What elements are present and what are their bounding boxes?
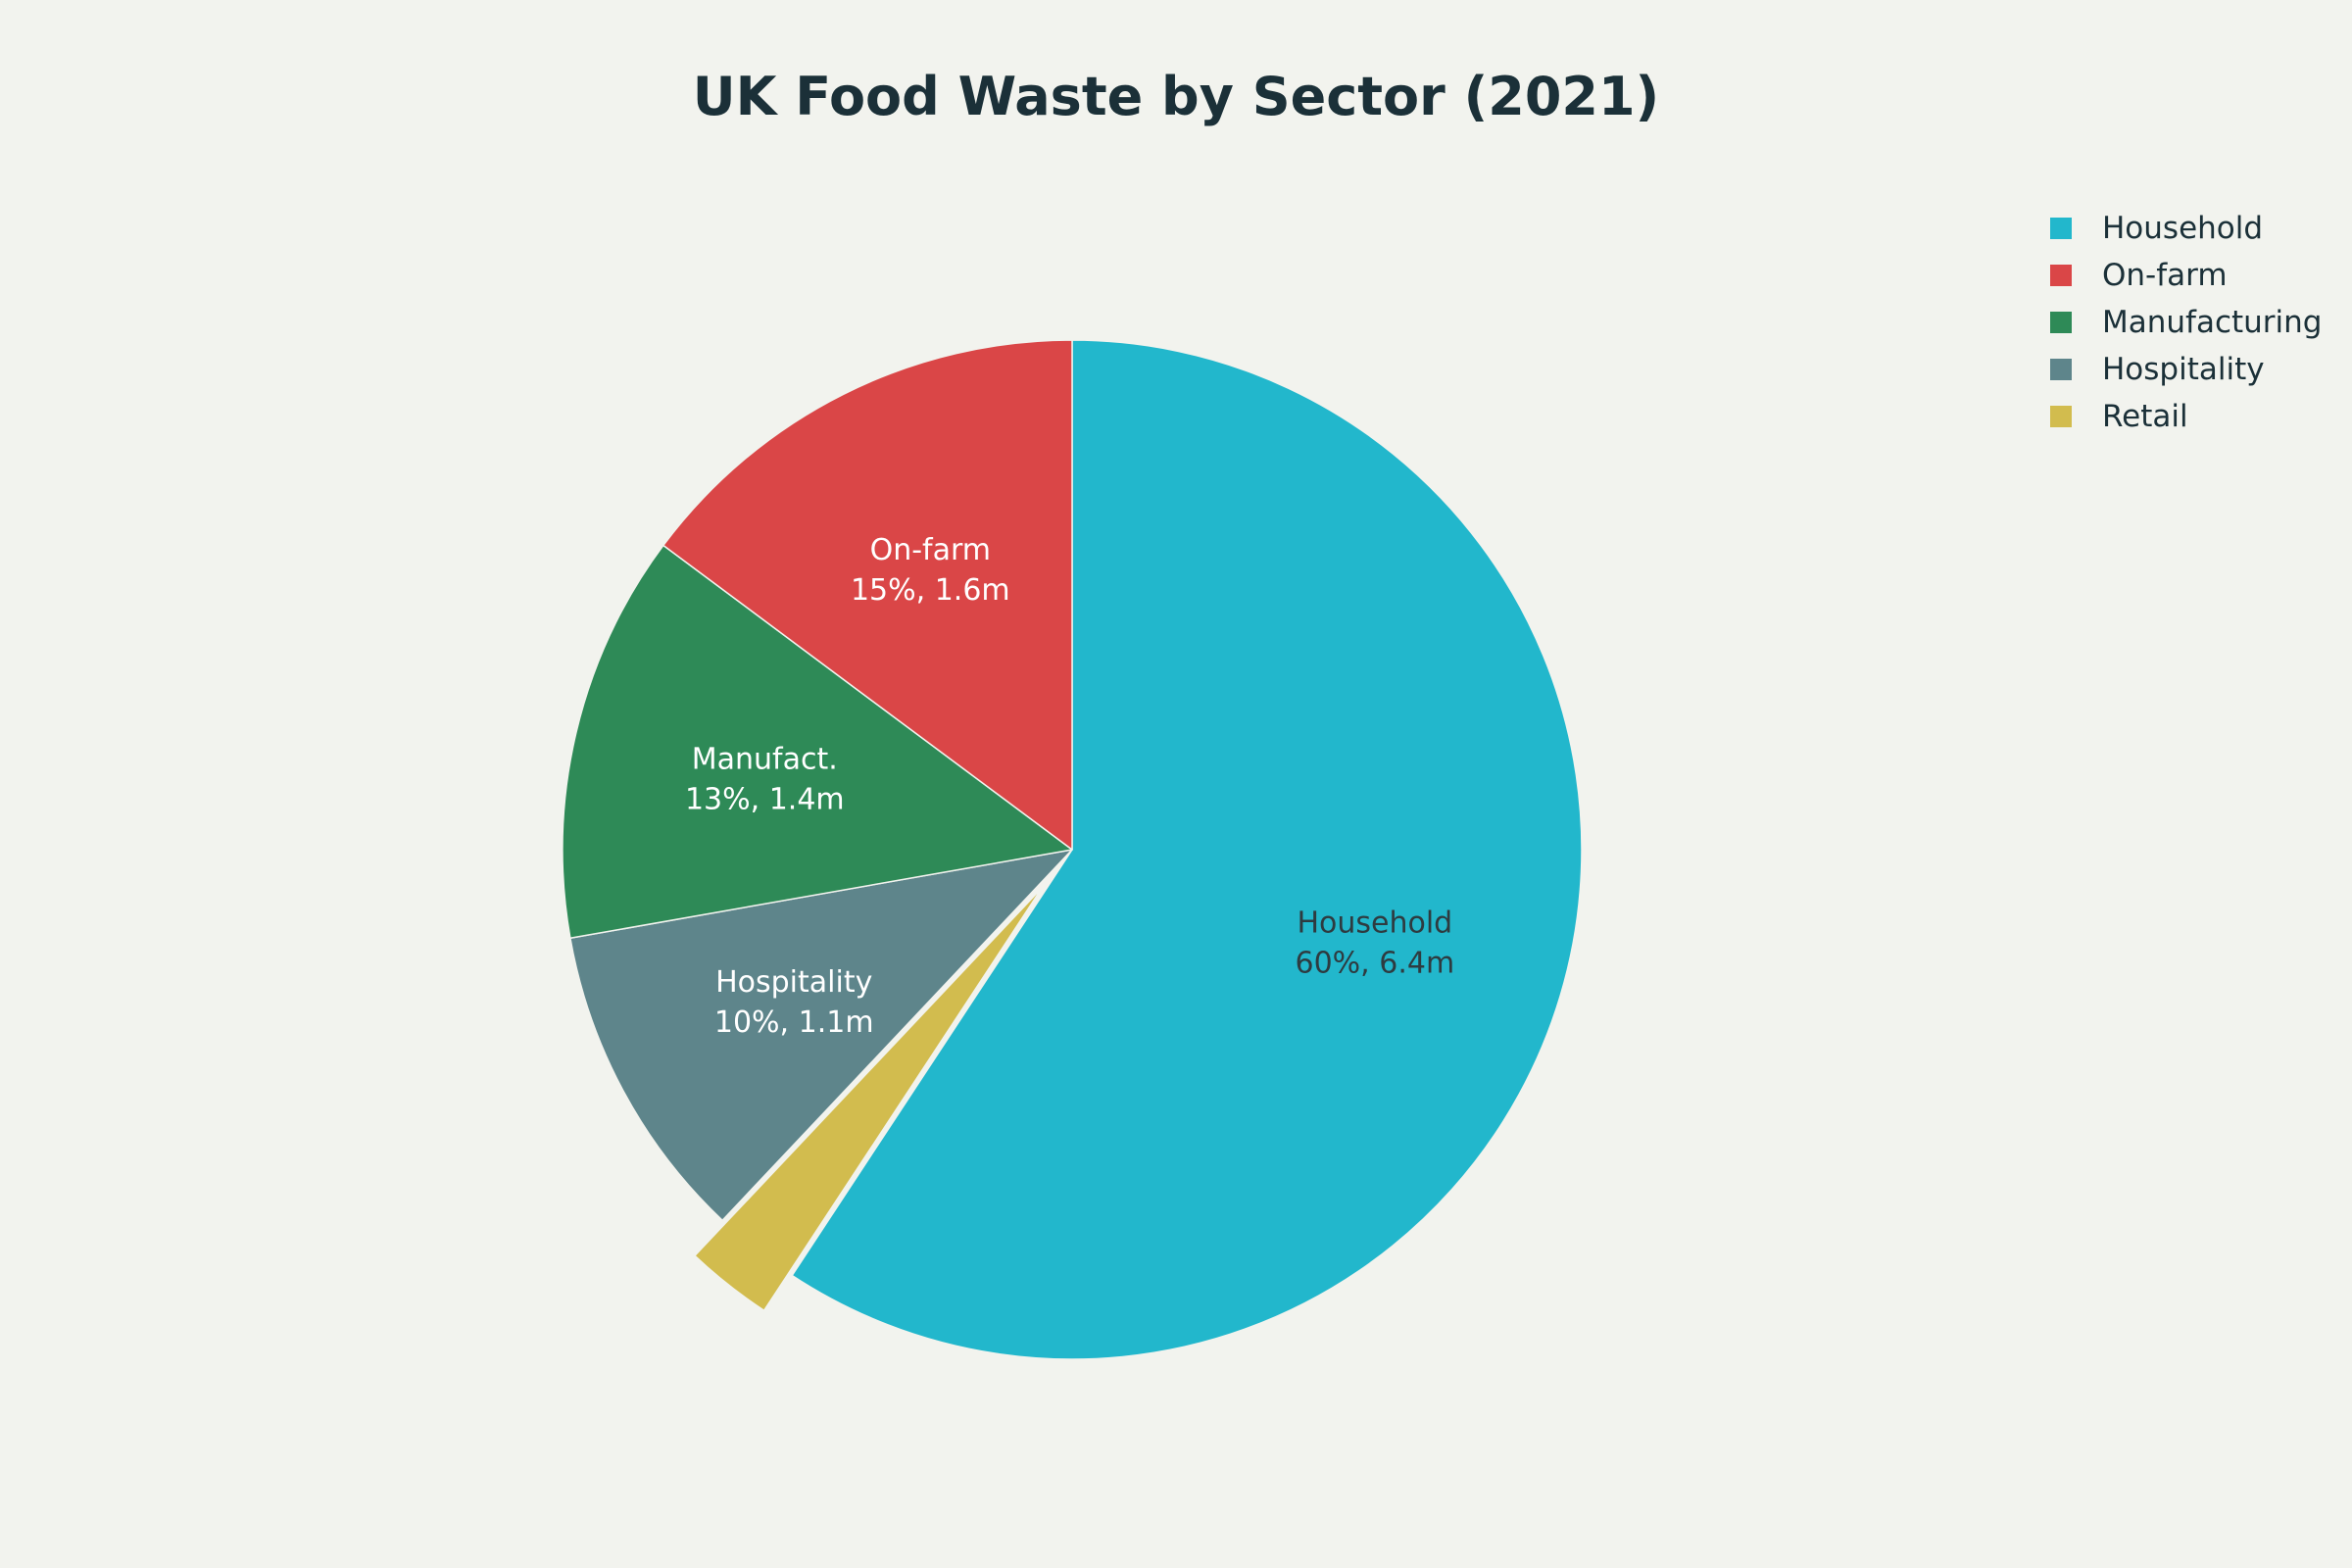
legend-swatch bbox=[2050, 218, 2072, 239]
slice-label-manufacturing: Manufact. 13%, 1.4m bbox=[685, 743, 845, 817]
slice-label-name: On-farm bbox=[870, 533, 991, 567]
legend-swatch bbox=[2050, 406, 2072, 427]
legend-item-retail[interactable]: Retail bbox=[2050, 399, 2188, 434]
legend-swatch bbox=[2050, 359, 2072, 380]
legend[interactable]: Household On-farm Manufacturing Hospitality… bbox=[2050, 211, 2322, 434]
legend-label: Retail bbox=[2102, 399, 2188, 434]
legend-item-manufacturing[interactable]: Manufacturing bbox=[2050, 305, 2322, 340]
slice-label-value: 60%, 6.4m bbox=[1296, 946, 1455, 980]
pie-slice-household[interactable] bbox=[791, 339, 1583, 1360]
slice-label-value: 10%, 1.1m bbox=[714, 1005, 874, 1040]
legend-label: Hospitality bbox=[2102, 352, 2265, 387]
slice-label-name: Hospitality bbox=[715, 965, 872, 1000]
slice-label-hospitality: Hospitality 10%, 1.1m bbox=[714, 965, 874, 1040]
legend-label: Household bbox=[2102, 211, 2263, 246]
slice-label-value: 13%, 1.4m bbox=[685, 783, 845, 817]
pie-slices bbox=[562, 339, 1583, 1360]
legend-item-hospitality[interactable]: Hospitality bbox=[2050, 352, 2265, 387]
legend-item-household[interactable]: Household bbox=[2050, 211, 2263, 246]
legend-item-on-farm[interactable]: On-farm bbox=[2050, 258, 2228, 293]
slice-label-household: Household 60%, 6.4m bbox=[1296, 906, 1455, 980]
chart-title: UK Food Waste by Sector (2021) bbox=[693, 66, 1659, 127]
slice-label-on-farm: On-farm 15%, 1.6m bbox=[851, 533, 1010, 608]
legend-swatch bbox=[2050, 265, 2072, 286]
slice-label-name: Household bbox=[1297, 906, 1452, 940]
pie-slice-hospitality[interactable] bbox=[569, 849, 1073, 1221]
legend-label: Manufacturing bbox=[2102, 305, 2322, 340]
pie-slice-on-farm[interactable] bbox=[662, 339, 1073, 851]
pie-slice-manufacturing[interactable] bbox=[562, 544, 1073, 940]
slice-labels: Household 60%, 6.4m Hospitality 10%, 1.1m Ma… bbox=[685, 533, 1454, 1040]
legend-label: On-farm bbox=[2102, 258, 2228, 293]
legend-swatch bbox=[2050, 312, 2072, 333]
slice-label-name: Manufact. bbox=[692, 743, 838, 777]
pie-slice-retail[interactable] bbox=[693, 884, 1046, 1312]
slice-label-value: 15%, 1.6m bbox=[851, 573, 1010, 608]
